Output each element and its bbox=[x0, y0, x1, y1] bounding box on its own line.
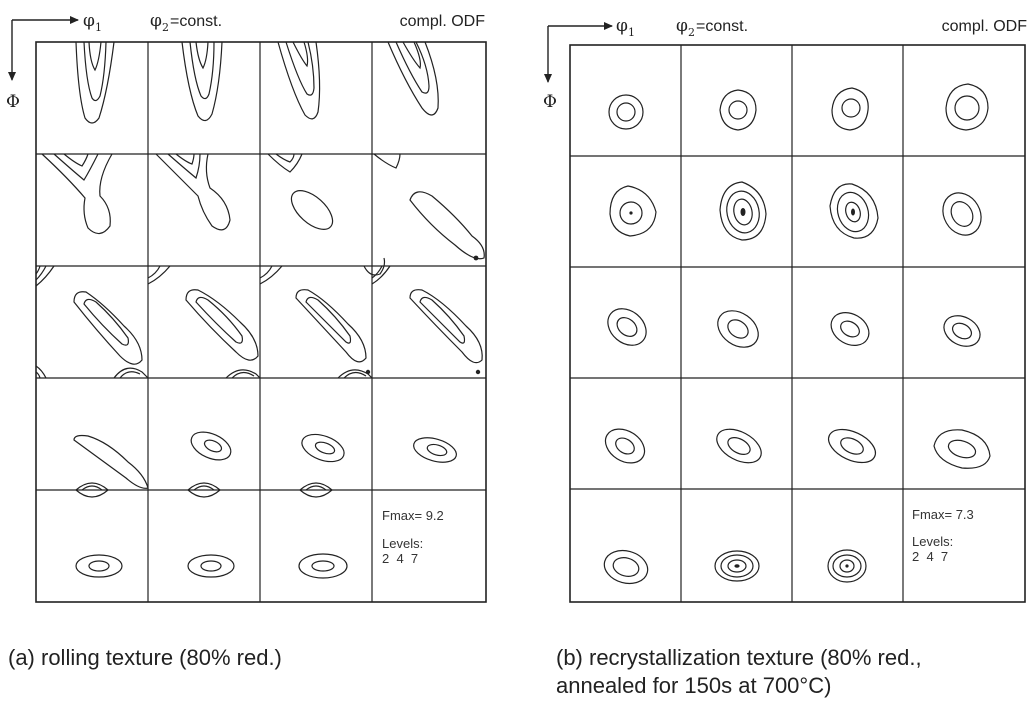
section-a-r3-c1 bbox=[35, 265, 143, 379]
section-a-r2-c2 bbox=[155, 153, 231, 231]
section-a-r1-c2 bbox=[181, 41, 223, 122]
caption-a-line-1: (a) rolling texture (80% red.) bbox=[8, 645, 282, 670]
levels-label: Levels: bbox=[912, 534, 953, 549]
caption-b-line-2: annealed for 150s at 700°C) bbox=[556, 673, 832, 698]
section-b-r1-c4 bbox=[945, 83, 989, 131]
boundary-arcs-a-r45 bbox=[75, 482, 333, 498]
section-b-r2-c1 bbox=[609, 185, 657, 237]
fmax-label: Fmax= 9.2 bbox=[382, 508, 444, 523]
levels-values: 2 4 7 bbox=[382, 551, 418, 566]
section-grid bbox=[35, 41, 487, 603]
section-a-r4-c2 bbox=[190, 431, 232, 461]
section-b-r1-c3 bbox=[831, 87, 869, 131]
section-a-r2-c3 bbox=[267, 153, 334, 230]
odf-label: compl. ODF bbox=[942, 18, 1028, 35]
section-b-r4-c4 bbox=[933, 429, 991, 469]
section-phi2-subscript: 2 bbox=[162, 21, 169, 34]
caption-b: (b) recrystallization texture (80% red.,… bbox=[556, 644, 922, 700]
axis-Phi-symbol: Φ bbox=[543, 92, 557, 112]
section-b-r3-c2 bbox=[717, 310, 759, 348]
axis-phi1-symbol: φ bbox=[83, 11, 95, 31]
section-b-r5-c2 bbox=[714, 550, 760, 582]
section-b-r4-c1 bbox=[604, 428, 646, 464]
panel-a: φ 1 Φ φ 2 =const. compl. ODF bbox=[6, 11, 487, 603]
section-a-r2-c1 bbox=[41, 153, 113, 235]
fmax-label: Fmax= 7.3 bbox=[912, 507, 974, 522]
section-a-r3-c3 bbox=[259, 257, 386, 375]
section-b-r3-c4 bbox=[943, 315, 981, 347]
section-b-r1-c1 bbox=[608, 94, 644, 130]
section-b-r3-c3 bbox=[830, 312, 870, 346]
section-a-r1-c3 bbox=[277, 41, 321, 120]
section-a-r4-c4 bbox=[413, 437, 457, 463]
section-b-r3-c1 bbox=[607, 308, 647, 346]
section-a-r3-c4 bbox=[371, 265, 483, 375]
odf-label: compl. ODF bbox=[400, 13, 486, 30]
section-grid bbox=[569, 44, 1026, 603]
section-constant-label: =const. bbox=[696, 18, 748, 35]
section-b-r2-c4 bbox=[942, 192, 982, 236]
axis-phi1-symbol: φ bbox=[616, 16, 628, 36]
section-phi2-symbol: φ bbox=[676, 16, 688, 36]
section-b-r4-c2 bbox=[716, 428, 762, 464]
section-b-r5-c3 bbox=[827, 549, 867, 583]
section-constant-label: =const. bbox=[170, 13, 222, 30]
section-a-r4-c1 bbox=[73, 434, 149, 489]
levels-values: 2 4 7 bbox=[912, 549, 948, 564]
section-a-r3-c2 bbox=[147, 265, 259, 361]
section-b-r2-c3 bbox=[829, 183, 879, 239]
caption-b-line-1: (b) recrystallization texture (80% red., bbox=[556, 645, 922, 670]
levels-label: Levels: bbox=[382, 536, 423, 551]
section-phi2-subscript: 2 bbox=[688, 26, 695, 39]
section-b-r4-c3 bbox=[827, 428, 877, 464]
boundary-arcs-a-r34 bbox=[113, 367, 373, 379]
section-a-r5-c1 bbox=[75, 554, 123, 578]
section-a-r4-c3 bbox=[301, 433, 345, 463]
section-b-r2-c2 bbox=[719, 181, 767, 241]
section-a-r1-c4 bbox=[387, 41, 439, 116]
section-phi2-symbol: φ bbox=[150, 11, 162, 31]
section-b-r1-c2 bbox=[719, 89, 757, 131]
section-a-r5-c3 bbox=[298, 553, 348, 579]
caption-a: (a) rolling texture (80% red.) bbox=[8, 644, 282, 672]
axis-phi1-subscript: 1 bbox=[628, 26, 635, 39]
section-a-r2-c4 bbox=[373, 153, 485, 261]
section-b-r5-c1 bbox=[603, 549, 649, 585]
section-a-r5-c2 bbox=[187, 554, 235, 578]
axis-Phi-symbol: Φ bbox=[6, 92, 20, 112]
panel-b: φ 1 Φ φ 2 =const. compl. ODF bbox=[543, 16, 1028, 603]
axis-phi1-subscript: 1 bbox=[95, 21, 102, 34]
section-a-r1-c1 bbox=[75, 41, 115, 124]
